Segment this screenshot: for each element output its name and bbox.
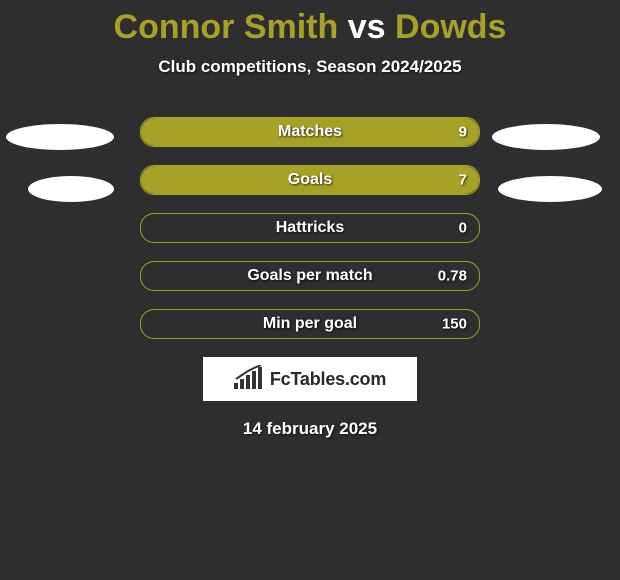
brand-text: FcTables.com (270, 369, 386, 390)
decorative-ellipse (28, 176, 114, 202)
page-root: Connor Smith vs Dowds Club competitions,… (0, 0, 620, 580)
stat-row: Matches 9 (140, 117, 480, 147)
title-player2: Dowds (395, 8, 506, 46)
stat-label: Goals (288, 171, 332, 189)
stat-value: 150 (442, 316, 467, 333)
decorative-ellipse (492, 124, 600, 150)
stat-row: Goals 7 (140, 165, 480, 195)
stat-row: Min per goal 150 (140, 309, 480, 339)
decorative-ellipse (498, 176, 602, 202)
footer-date: 14 february 2025 (0, 419, 620, 439)
decorative-ellipse (6, 124, 114, 150)
subtitle: Club competitions, Season 2024/2025 (0, 57, 620, 77)
stat-row: Hattricks 0 (140, 213, 480, 243)
stat-label: Hattricks (276, 219, 344, 237)
stat-value: 9 (459, 124, 467, 141)
brand-badge: FcTables.com (203, 357, 417, 401)
page-title: Connor Smith vs Dowds (0, 0, 620, 47)
title-vs: vs (348, 8, 386, 46)
stat-value: 7 (459, 172, 467, 189)
stat-value: 0 (459, 220, 467, 237)
stat-value: 0.78 (438, 268, 467, 285)
title-player1: Connor Smith (114, 8, 339, 46)
stat-label: Matches (278, 123, 342, 141)
brand-icon (234, 365, 264, 394)
stat-row: Goals per match 0.78 (140, 261, 480, 291)
stat-label: Min per goal (263, 315, 357, 333)
stat-bars: Matches 9 Goals 7 Hattricks 0 Goals per match 0… (140, 117, 480, 339)
stat-label: Goals per match (247, 267, 372, 285)
